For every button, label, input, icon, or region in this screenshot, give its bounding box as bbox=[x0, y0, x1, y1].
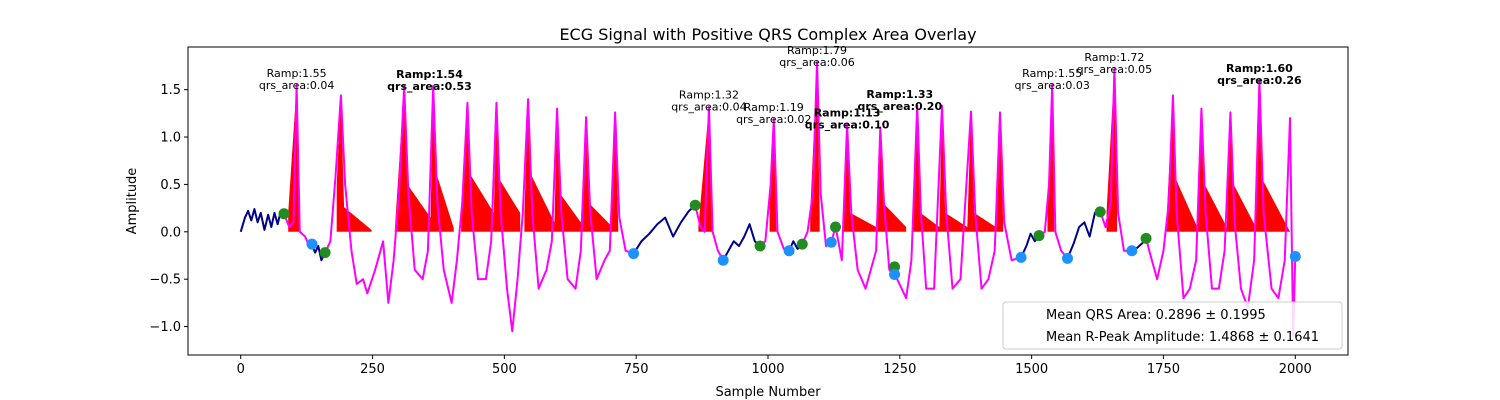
annotation-ramp-8: Ramp:1.72 bbox=[1084, 51, 1144, 64]
x-tick-label-7: 1750 bbox=[1147, 362, 1180, 377]
qrs-onset-marker-9 bbox=[1140, 232, 1152, 244]
x-tick-label-6: 1500 bbox=[1015, 362, 1048, 377]
annotation-area-3: qrs_area:0.02 bbox=[736, 113, 811, 126]
chart-title: ECG Signal with Positive QRS Complex Are… bbox=[559, 25, 976, 44]
legend-entry-qrs-area: Mean QRS Area: 0.2896 ± 0.1995 bbox=[1046, 308, 1266, 323]
x-tick-label-0: 0 bbox=[237, 362, 245, 377]
legend: Mean QRS Area: 0.2896 ± 0.1995 Mean R-Pe… bbox=[1002, 301, 1343, 350]
qrs-onset-marker-7 bbox=[1033, 230, 1045, 242]
x-axis-ticks: 0 250 500 750 1000 1250 1500 1750 2000 bbox=[237, 355, 1312, 377]
qrs-markers bbox=[278, 199, 1301, 280]
x-tick-label-5: 1250 bbox=[883, 362, 916, 377]
annotation-ramp-6: Ramp:1.33 bbox=[866, 88, 933, 101]
annotation-area-6: qrs_area:0.20 bbox=[858, 100, 943, 113]
qrs-offset-marker-6 bbox=[1015, 251, 1027, 263]
qrs-area-fill-3 bbox=[461, 102, 521, 232]
x-tick-label-1: 250 bbox=[360, 362, 385, 377]
qrs-offset-marker-4 bbox=[825, 236, 837, 248]
qrs-segment-10 bbox=[694, 105, 725, 261]
y-tick-label-5: 1.5 bbox=[160, 83, 181, 98]
annotation-ramp-0: Ramp:1.55 bbox=[267, 67, 327, 80]
qrs-offset-marker-9 bbox=[1289, 250, 1301, 262]
signal-segment-2 bbox=[632, 204, 696, 255]
qrs-offset-marker-5 bbox=[889, 268, 901, 280]
qrs-area-fill-1 bbox=[336, 95, 372, 232]
qrs-segment-11 bbox=[759, 118, 790, 252]
y-axis-label: Amplitude bbox=[125, 168, 140, 235]
qrs-segment-13 bbox=[1038, 83, 1069, 259]
qrs-offset-marker-7 bbox=[1061, 252, 1073, 264]
signal-segment-1 bbox=[310, 243, 326, 262]
annotation-ramp-7: Ramp:1.55 bbox=[1022, 67, 1082, 80]
annotation-ramp-9: Ramp:1.60 bbox=[1226, 62, 1293, 75]
annotation-ramp-1: Ramp:1.54 bbox=[396, 68, 463, 81]
y-tick-label-3: 0.5 bbox=[160, 178, 181, 193]
annotation-ramp-3: Ramp:1.19 bbox=[744, 101, 804, 114]
qrs-onset-marker-0 bbox=[278, 208, 290, 220]
qrs-onset-marker-1 bbox=[319, 247, 331, 259]
qrs-onset-marker-3 bbox=[754, 240, 766, 252]
qrs-segment-15 bbox=[1145, 79, 1297, 338]
annotation-area-0: qrs_area:0.04 bbox=[259, 79, 334, 92]
y-tick-label-1: −0.5 bbox=[149, 273, 181, 288]
y-tick-label-2: 0.0 bbox=[160, 225, 181, 240]
qrs-offset-marker-3 bbox=[783, 245, 795, 257]
annotation-area-1: qrs_area:0.53 bbox=[387, 80, 472, 93]
x-axis-label: Sample Number bbox=[715, 385, 821, 400]
qrs-onset-marker-5 bbox=[829, 221, 841, 233]
x-tick-label-4: 1000 bbox=[751, 362, 784, 377]
x-tick-label-2: 500 bbox=[492, 362, 517, 377]
x-tick-label-3: 750 bbox=[624, 362, 649, 377]
qrs-segment-9 bbox=[324, 84, 634, 333]
qrs-area-fill-4 bbox=[524, 99, 613, 232]
qrs-offset-marker-2 bbox=[717, 254, 729, 266]
qrs-offset-marker-0 bbox=[306, 238, 318, 250]
annotation-area-4: qrs_area:0.06 bbox=[779, 56, 854, 69]
y-axis-ticks: −1.0 −0.5 0.0 0.5 1.0 1.5 bbox=[149, 83, 188, 335]
annotation-ramp-2: Ramp:1.32 bbox=[679, 89, 739, 102]
qrs-onset-marker-2 bbox=[689, 199, 701, 211]
y-tick-label-4: 1.0 bbox=[160, 131, 181, 146]
qrs-area-fill-9 bbox=[843, 124, 907, 232]
legend-entry-r-peak: Mean R-Peak Amplitude: 1.4868 ± 0.1641 bbox=[1046, 330, 1319, 345]
qrs-onset-marker-8 bbox=[1094, 206, 1106, 218]
signal-segment-3 bbox=[722, 223, 761, 261]
x-tick-label-8: 2000 bbox=[1279, 362, 1312, 377]
annotation-area-8: qrs_area:0.05 bbox=[1077, 63, 1152, 76]
qrs-onset-marker-4 bbox=[796, 238, 808, 250]
annotation-area-9: qrs_area:0.26 bbox=[1217, 74, 1302, 87]
signal-segment-6 bbox=[1066, 210, 1101, 259]
annotation-area-2: qrs_area:0.04 bbox=[671, 101, 746, 114]
signal-segment-0 bbox=[239, 208, 285, 233]
qrs-area-fill-10 bbox=[913, 105, 1004, 232]
y-tick-label-0: −1.0 bbox=[149, 320, 181, 335]
annotation-ramp-5: Ramp:1.13 bbox=[814, 107, 881, 120]
qrs-offset-marker-1 bbox=[628, 248, 640, 260]
peak-annotations: Ramp:1.55qrs_area:0.04Ramp:1.54qrs_area:… bbox=[259, 44, 1302, 132]
qrs-area-fill-7 bbox=[769, 119, 777, 232]
qrs-offset-marker-8 bbox=[1126, 245, 1138, 257]
qrs-onset-marker-6 bbox=[889, 261, 901, 273]
legend-box bbox=[1002, 301, 1343, 350]
qrs-segment-14 bbox=[1099, 67, 1132, 252]
annotation-area-7: qrs_area:0.03 bbox=[1014, 79, 1089, 92]
annotation-area-5: qrs_area:0.10 bbox=[805, 119, 890, 132]
